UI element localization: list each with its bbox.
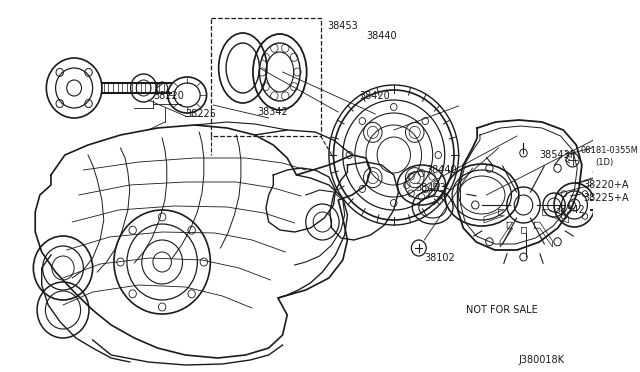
Text: 38420: 38420 <box>360 91 390 101</box>
Text: (1D): (1D) <box>595 157 613 167</box>
Text: 38543P: 38543P <box>540 150 576 160</box>
Text: 38220: 38220 <box>153 91 184 101</box>
Bar <box>211 18 321 136</box>
Text: 08181-0355M: 08181-0355M <box>580 145 638 154</box>
Text: 38342: 38342 <box>257 107 289 117</box>
Text: 38225+A: 38225+A <box>584 193 629 203</box>
Text: 38225: 38225 <box>186 109 216 119</box>
Text: 38440: 38440 <box>366 31 397 41</box>
Text: 38440: 38440 <box>426 165 457 175</box>
Text: 38342: 38342 <box>554 205 585 215</box>
Text: 38220+A: 38220+A <box>584 180 629 190</box>
Text: 38453: 38453 <box>327 21 358 31</box>
Text: NOT FOR SALE: NOT FOR SALE <box>467 305 538 315</box>
Text: 38453: 38453 <box>415 183 446 193</box>
Text: J380018K: J380018K <box>519 355 565 365</box>
Text: 38102: 38102 <box>424 253 455 263</box>
